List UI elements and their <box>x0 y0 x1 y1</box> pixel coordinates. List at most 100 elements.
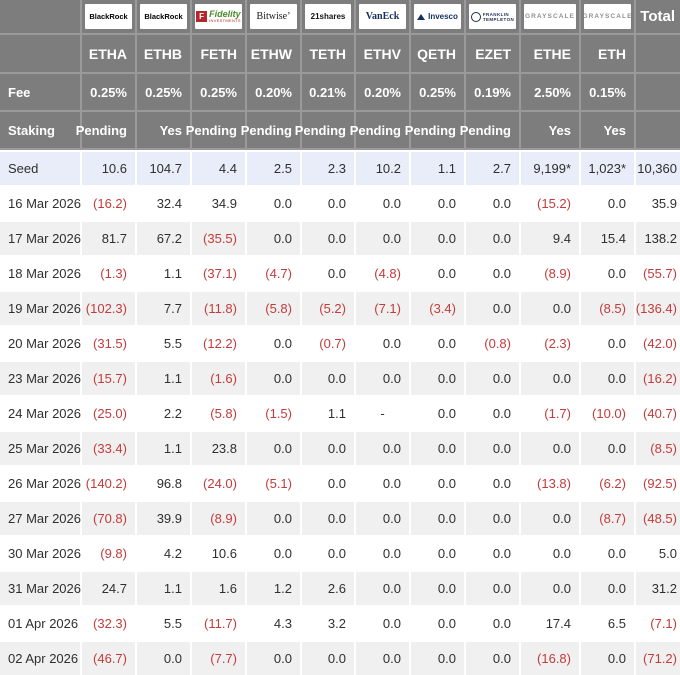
value-cell-ETH: 1,023* <box>581 152 636 185</box>
ticker-ETHV: ETHV <box>356 35 411 72</box>
total-value-cell: (48.5) <box>643 511 677 526</box>
staking-value-TETH: Pending <box>295 112 356 148</box>
value-cell-ETHW: (5.8) <box>247 292 302 325</box>
total-ticker-cell-empty <box>636 35 680 72</box>
table-row-31-mar-2026: 31 Mar 2026 24.7 1.1 1.6 1.2 2.6 0.0 0.0 0.0 0.0 0… <box>0 572 680 605</box>
ticker-ETHA: ETHA <box>82 35 137 72</box>
table-row-30-mar-2026: 30 Mar 2026 (9.8) 4.2 10.6 0.0 0.0 0.0 0.0 0.0 0.… <box>0 537 680 570</box>
value-cell-QETH: 0.0 <box>411 572 466 605</box>
value-cell-QETH: 0.0 <box>411 222 466 255</box>
value-cell-ETHA: (70.8) <box>82 502 137 535</box>
value-cell-ETH: 0.0 <box>581 642 636 675</box>
fee-value-ETHB: 0.25% <box>137 74 192 110</box>
ticker-ETHW: ETHW <box>247 35 302 72</box>
value-cell-QETH: 0.0 <box>411 642 466 675</box>
table-row-16-mar-2026: 16 Mar 2026 (16.2) 32.4 34.9 0.0 0.0 0.0 0.0 0.0… <box>0 187 680 220</box>
value-cell-TETH: (5.2) <box>302 292 356 325</box>
value-cell-ETHA: (1.3) <box>82 257 137 290</box>
row-label: 25 Mar 2026 <box>0 432 82 465</box>
value-cell-EZET: 0.0 <box>466 222 521 255</box>
value-cell-ETHB: 5.5 <box>137 607 192 640</box>
value-cell-QETH: 0.0 <box>411 502 466 535</box>
staking-value-QETH: Pending <box>405 112 466 148</box>
value-cell-ETHB: 5.5 <box>137 327 192 360</box>
value-cell-QETH: 0.0 <box>411 187 466 220</box>
total-value-cell: (55.7) <box>643 266 677 281</box>
value-cell-EZET: 0.0 <box>466 257 521 290</box>
provider-cell-invesco: Invesco <box>411 0 466 33</box>
value-cell-FETH: (35.5) <box>192 222 247 255</box>
row-label: 01 Apr 2026 <box>0 607 82 640</box>
franklin-line1: FRANKLIN <box>482 11 510 17</box>
provider-cell-fidelity: F Fidelity INVESTMENTS <box>192 0 247 33</box>
fee-value-FETH: 0.25% <box>192 74 247 110</box>
value-cell-ETHV: 0.0 <box>356 607 411 640</box>
value-cell-ETH: 0.0 <box>581 187 636 220</box>
total-value-cell: (71.2) <box>643 651 677 666</box>
ticker-ETH: ETH <box>581 35 636 72</box>
value-cell-ETHE: 0.0 <box>521 572 581 605</box>
value-cell-ETHV: 0.0 <box>356 187 411 220</box>
value-cell-ETHW: 0.0 <box>247 432 302 465</box>
value-cell-FETH: (5.8) <box>192 397 247 430</box>
value-cell-ETHW: 0.0 <box>247 327 302 360</box>
fidelity-subtext: INVESTMENTS <box>209 18 241 23</box>
table-row-18-mar-2026: 18 Mar 2026 (1.3) 1.1 (37.1) (4.7) 0.0 (4.8) 0.… <box>0 257 680 290</box>
value-cell-EZET: (0.8) <box>466 327 521 360</box>
fee-value-ETHA: 0.25% <box>82 74 137 110</box>
row-label: 17 Mar 2026 <box>0 222 82 255</box>
value-cell-ETHA: (9.8) <box>82 537 137 570</box>
row-label: Seed <box>0 152 82 185</box>
value-cell-EZET: 0.0 <box>466 502 521 535</box>
value-cell-ETHV: 0.0 <box>356 222 411 255</box>
value-cell-ETHA: (33.4) <box>82 432 137 465</box>
grayscale-name: GRAYSCALE <box>524 13 576 20</box>
value-cell-QETH: 0.0 <box>411 537 466 570</box>
blackrock-name: BlackRock <box>144 12 183 21</box>
value-cell-ETHV: 0.0 <box>356 362 411 395</box>
row-label: 02 Apr 2026 <box>0 642 82 675</box>
value-cell-QETH: 0.0 <box>411 327 466 360</box>
blackrock-name: BlackRock <box>89 12 128 21</box>
franklin-line2: TEMPLETON <box>482 16 515 22</box>
value-cell-QETH: 0.0 <box>411 362 466 395</box>
franklin-wordmark: FRANKLIN TEMPLETON <box>483 12 514 22</box>
value-cell-ETH: 6.5 <box>581 607 636 640</box>
staking-value-ETHB: Yes <box>137 112 192 148</box>
value-cell-TETH: 0.0 <box>302 362 356 395</box>
value-cell-TETH: 2.6 <box>302 572 356 605</box>
value-cell-ETHV: 0.0 <box>356 467 411 500</box>
value-cell-ETHW: 0.0 <box>247 362 302 395</box>
value-cell-ETHV: 0.0 <box>356 432 411 465</box>
value-cell-QETH: 0.0 <box>411 432 466 465</box>
table-row-26-mar-2026: 26 Mar 2026 (140.2) 96.8 (24.0) (5.1) 0.0 0.0 0… <box>0 467 680 500</box>
row-label: 27 Mar 2026 <box>0 502 82 535</box>
value-cell-ETHW: 0.0 <box>247 187 302 220</box>
value-cell-ETHE: 0.0 <box>521 362 581 395</box>
table-row-23-mar-2026: 23 Mar 2026 (15.7) 1.1 (1.6) 0.0 0.0 0.0 0.0 0.0… <box>0 362 680 395</box>
provider-cell-franklin-templeton: FRANKLIN TEMPLETON <box>466 0 521 33</box>
staking-total-cell-empty <box>636 112 680 148</box>
fee-value-EZET: 0.19% <box>466 74 521 110</box>
value-cell-TETH: 0.0 <box>302 502 356 535</box>
total-value-cell: (42.0) <box>643 336 677 351</box>
value-cell-ETHV: 10.2 <box>356 152 411 185</box>
ticker-QETH: QETH <box>411 35 466 72</box>
value-cell-FETH: (37.1) <box>192 257 247 290</box>
row-label: 31 Mar 2026 <box>0 572 82 605</box>
value-cell-TETH: 0.0 <box>302 642 356 675</box>
value-cell-FETH: 1.6 <box>192 572 247 605</box>
header-corner-cell <box>0 0 82 33</box>
table-row-17-mar-2026: 17 Mar 2026 81.7 67.2 (35.5) 0.0 0.0 0.0 0.0 0.0… <box>0 222 680 255</box>
value-cell-ETHB: 4.2 <box>137 537 192 570</box>
total-value-cell: 5.0 <box>658 546 677 561</box>
value-cell-FETH: 4.4 <box>192 152 247 185</box>
value-cell-EZET: 0.0 <box>466 572 521 605</box>
value-cell-TETH: 3.2 <box>302 607 356 640</box>
header-corner-cell <box>0 35 82 72</box>
value-cell-FETH: (7.7) <box>192 642 247 675</box>
value-cell-TETH: 2.3 <box>302 152 356 185</box>
value-cell-TETH: 0.0 <box>302 432 356 465</box>
total-value-cell: 31.2 <box>651 581 677 596</box>
value-cell-ETHE: (16.8) <box>521 642 581 675</box>
